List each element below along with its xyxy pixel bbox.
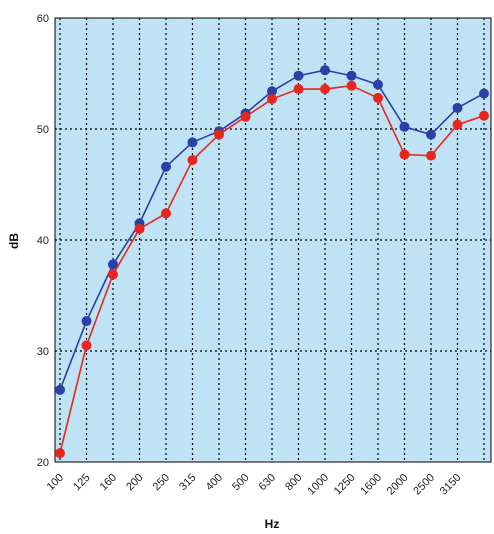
series-2-point xyxy=(134,223,145,234)
y-axis-ticks: 20 30 40 50 60 xyxy=(37,13,49,469)
x-tick-label: 1000 xyxy=(305,472,331,498)
x-tick-label: 250 xyxy=(151,472,172,493)
series-2-point xyxy=(320,84,330,95)
series-2-point xyxy=(214,129,224,140)
series-2-point xyxy=(81,340,92,351)
series-2-point xyxy=(426,150,436,161)
series-1-point xyxy=(55,384,65,395)
series-1-point xyxy=(81,316,92,327)
series-1-point xyxy=(479,88,489,99)
y-tick-label: 20 xyxy=(37,457,49,469)
y-tick-label: 30 xyxy=(37,346,49,358)
x-tick-label: 3150 xyxy=(438,472,464,498)
series-1-point xyxy=(187,137,198,148)
series-1-point xyxy=(108,259,118,270)
grid-lines xyxy=(55,18,491,462)
series-2-point xyxy=(161,208,171,219)
series-1-point xyxy=(267,86,277,97)
series-2-point xyxy=(452,119,463,130)
series-1-point xyxy=(373,79,383,90)
series-2-point xyxy=(293,84,304,95)
x-tick-label: 2000 xyxy=(385,472,411,498)
series-2-point xyxy=(267,94,277,105)
series-2-point xyxy=(187,155,198,166)
series-1-point xyxy=(346,70,357,81)
series-2-point xyxy=(399,149,410,160)
x-tick-label: 1250 xyxy=(332,472,358,498)
x-tick-label: 315 xyxy=(177,472,198,493)
series-2 xyxy=(55,80,489,459)
y-tick-label: 60 xyxy=(37,13,49,25)
x-axis-title: Hz xyxy=(265,517,280,531)
series-2-point xyxy=(479,110,489,121)
x-axis-ticks: 100 125 160 200 250 315 400 500 630 800 1000 1250 16… xyxy=(45,472,464,498)
x-tick-label: 1600 xyxy=(358,472,384,498)
series-2-point xyxy=(108,269,118,280)
x-tick-label: 125 xyxy=(71,472,92,493)
x-tick-label: 200 xyxy=(124,472,145,493)
x-tick-label: 100 xyxy=(45,472,66,493)
y-tick-label: 50 xyxy=(37,124,49,136)
data-series xyxy=(55,65,489,459)
x-tick-label: 400 xyxy=(204,472,225,493)
series-1-point xyxy=(161,161,171,172)
y-tick-label: 40 xyxy=(37,235,49,247)
y-axis-title: dB xyxy=(7,233,21,249)
x-tick-label: 160 xyxy=(98,472,119,493)
series-2-point xyxy=(373,92,383,103)
x-tick-label: 500 xyxy=(230,472,251,493)
series-1-point xyxy=(452,102,463,113)
series-2-point xyxy=(55,448,65,459)
series-2-point xyxy=(346,80,357,91)
series-2-point xyxy=(240,111,251,122)
x-tick-label: 800 xyxy=(283,472,304,493)
series-1-point xyxy=(320,65,330,76)
series-1-point xyxy=(399,121,410,132)
series-1-point xyxy=(426,129,436,140)
x-tick-label: 630 xyxy=(257,472,278,493)
x-tick-label: 2500 xyxy=(411,472,437,498)
series-1-point xyxy=(293,70,304,81)
